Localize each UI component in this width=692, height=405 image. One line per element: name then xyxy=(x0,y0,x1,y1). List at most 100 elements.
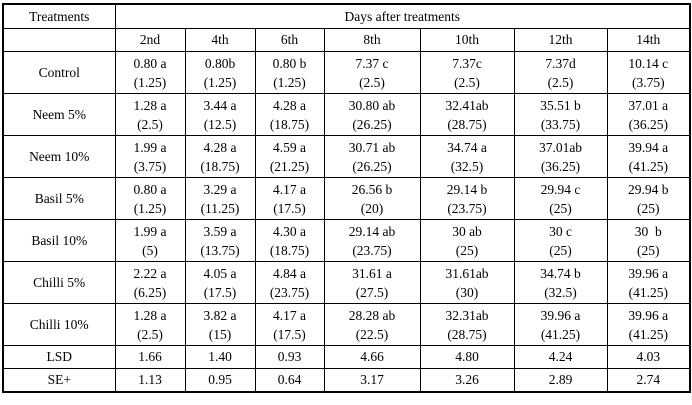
cell-value: 31.61ab xyxy=(445,265,489,281)
cell-transformed-value: (25) xyxy=(455,242,479,258)
data-cell: 34.74 b (32.5) xyxy=(513,261,608,304)
data-cell: 28.28 ab (22.5) xyxy=(323,303,421,346)
data-cell: 29.94 b (25) xyxy=(606,177,691,220)
cell-value: 3.44 a xyxy=(203,97,237,113)
cell-transformed-value: (2.5) xyxy=(454,74,480,90)
cell-transformed-value: (17.5) xyxy=(203,284,237,300)
cell-value: 4.17 a xyxy=(273,181,306,197)
cell-transformed-value: (28.75) xyxy=(447,116,487,132)
cell-value: 39.94 a xyxy=(628,139,669,155)
day-header-cell: 12th xyxy=(513,28,608,52)
data-cell: 31.61ab (30) xyxy=(419,261,515,304)
data-cell: 34.74 a (32.5) xyxy=(419,135,515,178)
treatment-label-cell: Chilli 5% xyxy=(2,261,116,304)
cell-transformed-value: (23.75) xyxy=(447,200,487,216)
data-cell: 3.29 a (11.25) xyxy=(184,177,256,220)
cell-transformed-value: (15) xyxy=(208,326,232,342)
data-cell: 4.05 a (17.5) xyxy=(184,261,256,304)
cell-transformed-value: (2.5) xyxy=(137,326,163,342)
stat-row: SE+ 1.13 0.95 0.64 3.17 3.26 2.89 2.74 xyxy=(2,368,691,393)
cell-value: 3.59 a xyxy=(203,223,237,239)
data-cell: 10.14 c (3.75) xyxy=(606,51,691,94)
stat-value-cell: 3.26 xyxy=(419,368,515,393)
data-cell: 1.28 a (2.5) xyxy=(114,93,186,136)
cell-transformed-value: (3.75) xyxy=(133,158,167,174)
cell-value: 30.80 ab xyxy=(348,97,396,113)
data-cell: 4.17 a (17.5) xyxy=(254,303,325,346)
cell-transformed-value: (1.25) xyxy=(203,74,237,90)
data-cell: 32.41ab (28.75) xyxy=(419,93,515,136)
cell-transformed-value: (25) xyxy=(549,242,572,258)
cell-transformed-value: (41.25) xyxy=(540,326,581,342)
cell-value: 30.71 ab xyxy=(348,139,396,155)
stat-value-cell: 2.74 xyxy=(606,368,691,393)
treatments-column-header: Treatments xyxy=(2,3,116,29)
cell-transformed-value: (12.5) xyxy=(203,116,237,132)
cell-value: 34.74 b xyxy=(540,265,581,281)
cell-value: 26.56 b xyxy=(351,181,393,197)
stat-value-cell: 4.80 xyxy=(419,345,515,369)
data-cell: 29.14 b (23.75) xyxy=(419,177,515,220)
cell-value: 29.14 b xyxy=(446,181,488,197)
cell-transformed-value: (26.25) xyxy=(352,158,392,174)
table-row: Basil 10% 1.99 a (5) 3.59 a (13.75) 4.30 a (18… xyxy=(2,219,691,262)
cell-transformed-value: (1.25) xyxy=(273,74,306,90)
data-cell: 4.28 a (18.75) xyxy=(184,135,256,178)
cell-transformed-value: (25) xyxy=(637,200,660,216)
stat-value-cell: 0.95 xyxy=(184,368,256,393)
cell-value: 34.74 a xyxy=(447,139,487,155)
cell-transformed-value: (23.75) xyxy=(352,242,392,258)
day-header-cell: 14th xyxy=(606,28,691,52)
data-cell: 0.80b (1.25) xyxy=(184,51,256,94)
cell-transformed-value: (17.5) xyxy=(273,326,306,342)
data-cell: 37.01ab (36.25) xyxy=(513,135,608,178)
cell-transformed-value: (6.25) xyxy=(133,284,167,300)
header-row-days: 2nd 4th 6th 8th 10th 12th 14th xyxy=(2,28,691,52)
data-cell: 32.31ab (28.75) xyxy=(419,303,515,346)
stat-value-cell: 3.17 xyxy=(323,368,421,393)
cell-value: 4.30 a xyxy=(273,223,306,239)
header-row-group: Treatments Days after treatments xyxy=(2,3,691,29)
treatments-table-container: Treatments Days after treatments 2nd 4th 6… xyxy=(2,3,692,393)
data-cell: 31.61 a (27.5) xyxy=(323,261,421,304)
stat-value-cell: 4.03 xyxy=(606,345,691,369)
cell-value: 30 c xyxy=(549,223,572,239)
cell-value: 4.84 a xyxy=(273,265,306,281)
data-cell: 2.22 a (6.25) xyxy=(114,261,186,304)
cell-value: 4.05 a xyxy=(203,265,237,281)
stat-value-cell: 4.66 xyxy=(323,345,421,369)
cell-value: 2.22 a xyxy=(133,265,167,281)
data-cell: 37.01 a (36.25) xyxy=(606,93,691,136)
data-cell: 30.80 ab (26.25) xyxy=(323,93,421,136)
cell-transformed-value: (36.25) xyxy=(628,116,668,132)
day-header-cell: 6th xyxy=(254,28,325,52)
table-row: Control 0.80 a (1.25) 0.80b (1.25) 0.80 b (1.2… xyxy=(2,51,691,94)
data-cell: 4.17 a (17.5) xyxy=(254,177,325,220)
cell-value: 4.28 a xyxy=(273,97,306,113)
stat-value-cell: 1.66 xyxy=(114,345,186,369)
cell-value: 1.99 a xyxy=(133,223,167,239)
cell-value: 0.80 a xyxy=(133,181,167,197)
cell-value: 7.37c xyxy=(452,55,482,71)
stat-value-cell: 0.93 xyxy=(254,345,325,369)
data-cell: 26.56 b (20) xyxy=(323,177,421,220)
treatment-label-cell: Neem 5% xyxy=(2,93,116,136)
cell-transformed-value: (32.5) xyxy=(544,284,577,300)
cell-transformed-value: (41.25) xyxy=(628,326,668,342)
cell-transformed-value: (1.25) xyxy=(133,200,167,216)
cell-value: 32.31ab xyxy=(445,307,489,323)
cell-transformed-value: (11.25) xyxy=(200,200,240,216)
cell-transformed-value: (26.25) xyxy=(352,116,392,132)
cell-transformed-value: (22.5) xyxy=(355,326,389,342)
cell-value: 0.80 b xyxy=(272,55,307,71)
cell-value: 4.59 a xyxy=(273,139,306,155)
cell-transformed-value: (2.5) xyxy=(547,74,574,90)
data-cell: 7.37d (2.5) xyxy=(513,51,608,94)
cell-value: 29.94 c xyxy=(540,181,581,197)
day-header-cell: 4th xyxy=(184,28,256,52)
data-cell: 30 b (25) xyxy=(606,219,691,262)
cell-value: 7.37 c xyxy=(355,55,389,71)
cell-value: 35.51 b xyxy=(540,97,581,113)
cell-transformed-value: (21.25) xyxy=(269,158,310,174)
cell-value: 0.80 a xyxy=(133,55,167,71)
